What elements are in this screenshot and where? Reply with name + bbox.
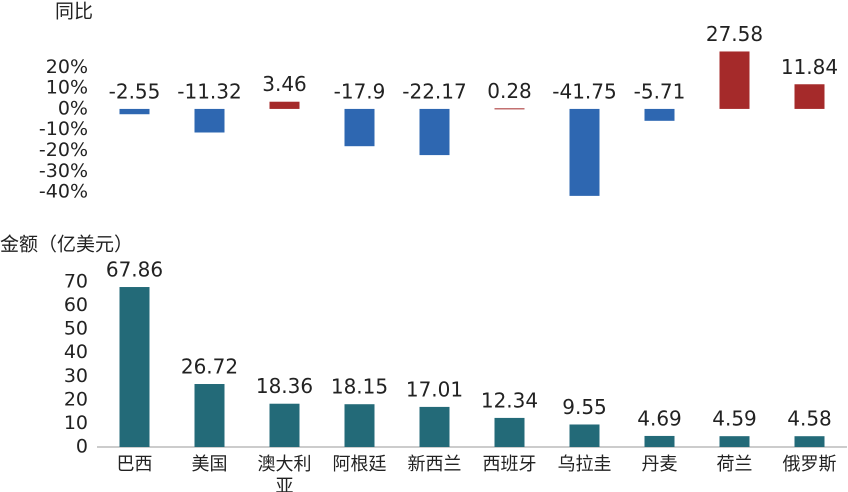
- y-tick-label: 10: [64, 412, 88, 434]
- data-label: 18.15: [331, 375, 388, 399]
- data-label: 26.72: [181, 355, 238, 379]
- bar: [494, 417, 525, 447]
- bar: [194, 108, 225, 133]
- x-tick-label: 美国: [192, 454, 228, 475]
- data-label: -17.9: [334, 79, 386, 103]
- bar: [719, 51, 750, 109]
- data-label: 27.58: [706, 22, 763, 46]
- bar: [419, 108, 450, 156]
- y-tick-label: 70: [64, 270, 88, 292]
- data-label: 17.01: [406, 377, 463, 401]
- bar: [644, 108, 675, 121]
- bar: [119, 108, 150, 115]
- y-tick-label: 40: [64, 341, 88, 363]
- data-label: 18.36: [256, 374, 313, 398]
- data-label: 4.58: [787, 407, 832, 431]
- data-label: -11.32: [177, 79, 241, 103]
- data-label: 12.34: [481, 388, 538, 412]
- y-tick-label: 10%: [46, 77, 88, 99]
- y-tick-label: 20%: [46, 56, 88, 78]
- x-tick-label: 新西兰: [408, 454, 462, 475]
- y-tick-label: 50: [64, 318, 88, 340]
- data-label: 67.86: [106, 258, 163, 282]
- bar: [344, 108, 375, 147]
- x-tick-label: 澳大利亚: [258, 454, 312, 492]
- bar: [569, 424, 600, 447]
- data-label: -5.71: [634, 79, 686, 103]
- y-tick-label: -20%: [39, 139, 88, 161]
- bar: [269, 403, 300, 447]
- x-tick-label: 丹麦: [642, 454, 678, 475]
- x-tick-label: 巴西: [117, 454, 153, 475]
- axis-title: 同比: [55, 1, 93, 23]
- axis-title: 金额（亿美元）: [0, 234, 133, 256]
- bar: [119, 287, 150, 447]
- bar: [569, 108, 600, 196]
- data-label: 0.28: [487, 79, 532, 103]
- bar: [194, 384, 225, 447]
- data-label: -22.17: [402, 79, 466, 103]
- bar: [794, 436, 825, 447]
- x-tick-label: 西班牙: [483, 454, 537, 475]
- bar: [344, 404, 375, 447]
- y-tick-label: -30%: [39, 160, 88, 182]
- y-tick-label: 30: [64, 365, 88, 387]
- bar: [419, 406, 450, 447]
- bar: [269, 101, 300, 109]
- data-label: 9.55: [562, 395, 607, 419]
- x-tick-label: 俄罗斯: [783, 454, 837, 475]
- x-tick-label: 乌拉圭: [558, 454, 612, 475]
- data-label: 11.84: [781, 55, 838, 79]
- y-tick-label: 60: [64, 294, 88, 316]
- y-tick-label: -40%: [39, 181, 88, 203]
- x-tick-label: 阿根廷: [333, 454, 387, 475]
- x-tick-label: 荷兰: [717, 454, 753, 475]
- data-label: 3.46: [262, 72, 307, 96]
- y-tick-label: 0%: [58, 97, 88, 119]
- bar: [794, 84, 825, 109]
- y-tick-label: -10%: [39, 118, 88, 140]
- bar: [644, 435, 675, 447]
- bar: [494, 108, 525, 110]
- data-label: 4.59: [712, 407, 757, 431]
- data-label: 4.69: [637, 406, 682, 430]
- y-tick-label: 0: [76, 436, 88, 458]
- data-label: -2.55: [109, 79, 161, 103]
- y-tick-label: 20: [64, 388, 88, 410]
- bar: [719, 436, 750, 447]
- data-label: -41.75: [552, 79, 616, 103]
